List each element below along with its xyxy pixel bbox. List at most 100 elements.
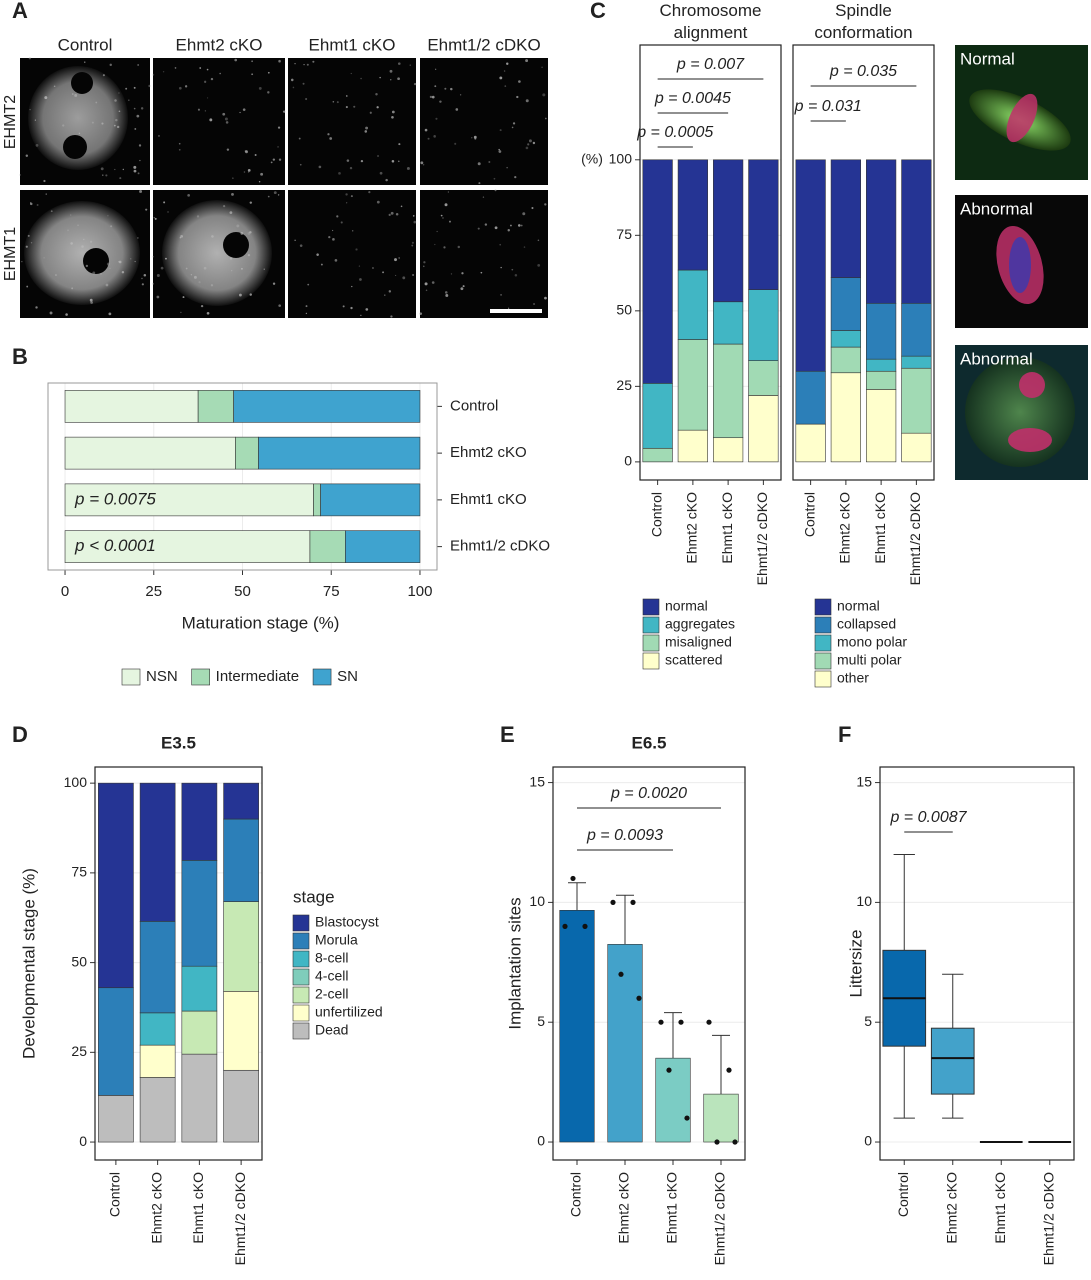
y-tick-label: 75 [616, 226, 632, 242]
speckle [419, 312, 423, 315]
speckle [342, 305, 345, 308]
speckle [229, 211, 233, 215]
micrograph [420, 58, 548, 185]
y-tick-label: 50 [71, 953, 87, 969]
speckle [388, 290, 392, 293]
speckle [498, 150, 502, 153]
speckle [523, 246, 526, 248]
speckle [507, 307, 510, 309]
bar-segment [748, 289, 779, 361]
bar-segment [901, 302, 932, 357]
speckle [273, 191, 277, 195]
speckle [152, 282, 154, 285]
speckle [249, 201, 253, 204]
micrograph [288, 190, 416, 318]
speckle [65, 313, 68, 316]
legend-label: 4-cell [315, 968, 348, 984]
legend-label: Blastocyst [315, 914, 379, 930]
speckle [114, 99, 117, 102]
plot-frame [879, 766, 1075, 1161]
speckle [100, 273, 102, 275]
speckle [477, 227, 480, 230]
x-tick-label: 75 [323, 583, 340, 600]
speckle [49, 311, 53, 315]
speckle [204, 110, 207, 112]
speckle [137, 172, 140, 175]
speckle [121, 271, 125, 274]
speckle [318, 165, 322, 169]
data-point [726, 1067, 732, 1073]
micrograph-label: Abnormal [960, 199, 1033, 218]
speckle [154, 217, 157, 220]
legend-swatch [814, 634, 832, 652]
speckle [251, 60, 253, 63]
speckle [303, 64, 305, 66]
speckle [67, 229, 69, 232]
speckle [206, 97, 209, 99]
speckle [477, 162, 481, 166]
speckle [25, 154, 29, 157]
legend-label: normal [837, 598, 880, 614]
speckle [25, 245, 28, 248]
speckle [431, 281, 435, 284]
bar-segment [866, 159, 897, 304]
speckle [178, 142, 181, 145]
speckle [294, 62, 296, 65]
data-point [570, 875, 576, 882]
speckle [83, 238, 85, 241]
speckle [267, 91, 270, 94]
speckle [225, 121, 229, 124]
speckle [395, 213, 399, 216]
bar [703, 1093, 739, 1143]
speckle [394, 274, 397, 277]
dna [1009, 237, 1031, 293]
legend-label: NSN [146, 668, 178, 685]
speckle [71, 93, 74, 95]
x-tick-label: Control [107, 1172, 123, 1217]
speckle [391, 110, 395, 114]
data-point [732, 1139, 738, 1145]
speckle [435, 117, 438, 120]
speckle [239, 111, 241, 114]
speckle [360, 159, 364, 163]
x-tick-label: Ehmt1 cKO [719, 492, 735, 564]
bar-segment [748, 159, 779, 290]
x-tick-label: Control [648, 492, 664, 537]
speckle [258, 181, 261, 183]
y-axis-label: Littersize [846, 929, 865, 997]
speckle [500, 266, 502, 269]
bar-segment [795, 370, 826, 425]
speckle [134, 128, 137, 130]
speckle [520, 224, 523, 227]
speckle [163, 201, 166, 204]
y-tick-label: 0 [624, 453, 632, 469]
speckle [78, 132, 81, 135]
bar-segment [642, 159, 673, 384]
speckle [507, 229, 510, 232]
data-point [678, 1019, 684, 1025]
speckle [412, 215, 415, 217]
speckle [251, 73, 254, 76]
speckle [133, 169, 137, 173]
data-point [630, 899, 636, 905]
speckle [480, 271, 483, 274]
speckle [119, 177, 122, 180]
speckle [431, 95, 435, 99]
speckle [328, 235, 331, 239]
nucleolus [71, 72, 93, 94]
y-tick-label: 25 [71, 1043, 87, 1059]
speckle [345, 105, 348, 109]
bar-segment [677, 339, 708, 431]
speckle [92, 271, 96, 275]
x-tick-label: Ehmt1/2 cDKO [1040, 1172, 1056, 1265]
speckle [522, 212, 526, 216]
nucleus [28, 66, 128, 170]
speckle [105, 283, 109, 287]
x-tick-label: Control [568, 1172, 584, 1217]
speckle [447, 191, 450, 193]
speckle [527, 143, 530, 146]
panel-label: F [838, 722, 851, 747]
x-tick-label: Ehmt2 cKO [684, 492, 700, 564]
x-tick-label: Ehmt2 cKO [943, 1172, 959, 1244]
bar-segment [642, 447, 673, 463]
